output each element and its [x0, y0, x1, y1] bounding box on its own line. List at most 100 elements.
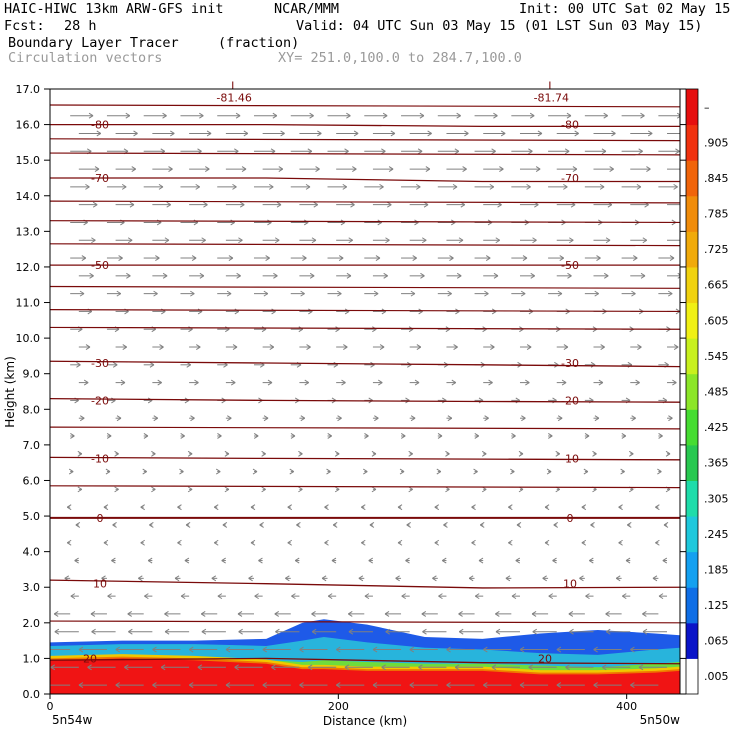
vector-arrowhead: [348, 611, 353, 617]
vector-arrowhead: [194, 379, 199, 386]
vector-arrowhead: [232, 183, 237, 190]
vector-arrowhead: [515, 557, 521, 564]
vector-arrowhead: [642, 237, 648, 244]
vector-arrowhead: [224, 486, 230, 493]
vector-arrowhead: [516, 522, 522, 528]
colorbar-segment: [686, 89, 698, 126]
contour-label: -20: [91, 394, 109, 407]
vector-arrowhead: [262, 682, 268, 689]
vector-arrowhead: [79, 415, 85, 422]
plot-frame: [49, 88, 681, 695]
vector-arrowhead: [334, 486, 340, 493]
colorbar-label: .845: [704, 172, 729, 185]
vector-arrowhead: [199, 272, 205, 279]
vector-arrowhead: [655, 539, 660, 546]
y-tick-label: 7.0: [23, 439, 41, 452]
vector-arrowhead: [275, 628, 280, 635]
vector-arrowhead: [147, 557, 153, 564]
y-tick-label: 13.0: [16, 225, 41, 238]
vector-arrowhead: [321, 575, 327, 582]
vector-arrowhead: [187, 450, 193, 457]
colorbar-label: .785: [704, 208, 729, 221]
vector-arrowhead: [593, 682, 598, 689]
contour-line: [50, 285, 680, 289]
vector-arrowhead: [471, 504, 476, 511]
vector-arrowhead: [350, 201, 355, 208]
vector-arrowhead: [479, 522, 485, 528]
contour-label: -10: [91, 452, 109, 465]
vector-arrowhead: [285, 575, 290, 582]
y-axis-label: Height (km): [3, 356, 17, 427]
colorbar-frame: [685, 88, 699, 695]
vector-arrowhead: [129, 201, 135, 208]
contour-line: [50, 426, 680, 430]
contour-line: [50, 326, 680, 330]
y-axis: 0.0 1.0 2.0 3.0 4.0 5.0 6.0 7.0 8.0 9.0 10.0 11.0 12…: [16, 83, 686, 701]
x-end-label-right: 5n50w: [640, 713, 681, 727]
vector-arrowhead: [222, 522, 228, 528]
colorbar-segment: [686, 622, 698, 659]
vector-arrowhead: [590, 522, 595, 528]
contour-line: [50, 138, 680, 142]
vector-arrowhead: [299, 682, 304, 689]
vector-arrowhead: [346, 112, 351, 119]
vector-arrowhead: [174, 575, 180, 582]
vector-arrowhead: [213, 539, 219, 546]
vector-arrowhead: [324, 504, 329, 511]
y-tick-label: 4.0: [23, 546, 41, 559]
vector-arrowhead: [253, 433, 259, 439]
vector-arrowhead: [412, 255, 417, 261]
vector-arrowhead: [243, 130, 249, 137]
vector-arrowhead: [42, 647, 46, 652]
vector-arrowhead: [342, 183, 348, 190]
vector-arrowhead: [70, 593, 76, 600]
vector-arrowhead: [458, 628, 464, 635]
contour-label: -10: [561, 452, 579, 465]
vector-arrowhead: [157, 379, 162, 386]
vector-arrowhead: [631, 415, 636, 422]
vector-arrowhead: [162, 272, 168, 279]
vector-arrowhead: [453, 344, 458, 350]
vector-arrowhead: [390, 130, 396, 137]
vector-arrowhead: [317, 130, 322, 137]
vector-arrowhead: [153, 415, 159, 422]
vector-arrowhead: [107, 593, 112, 600]
vector-arrowhead: [290, 433, 296, 439]
vector-arrowhead: [369, 522, 375, 528]
vector-arrowhead: [646, 166, 651, 172]
vector-arrowhead: [620, 468, 625, 475]
vector-arrowhead: [371, 450, 377, 457]
vector-arrowhead: [583, 468, 589, 475]
vector-arrowhead: [166, 201, 171, 208]
vector-arrowhead: [124, 664, 129, 671]
vector-arrowhead: [676, 112, 680, 119]
vector-arrowhead: [344, 664, 350, 671]
vector-arrowhead: [451, 379, 457, 386]
vector-arrowhead: [254, 593, 259, 600]
vector-arrowhead: [640, 112, 645, 119]
vector-arrowhead: [618, 504, 623, 511]
vector-arrowhead: [85, 344, 91, 350]
contour-line: [50, 309, 680, 313]
field1-name: Boundary Layer Tracer: [8, 35, 179, 51]
vector-arrowhead: [416, 183, 421, 190]
low-marker-letter: L: [548, 80, 555, 93]
vector-arrowhead: [348, 237, 353, 244]
vector-arrowhead: [271, 664, 276, 671]
vector-arrowhead: [343, 344, 348, 350]
vector-arrowhead: [91, 628, 96, 635]
vector-arrowhead: [158, 183, 164, 190]
vector-arrowhead: [315, 166, 320, 172]
vector-arrowhead: [647, 130, 653, 137]
vector-arrowhead: [557, 415, 563, 422]
vector-arrowhead: [184, 557, 190, 564]
y-tick-label: 8.0: [23, 403, 41, 416]
vector-arrowhead: [235, 112, 241, 119]
vector-arrowhead: [106, 433, 112, 439]
vector-arrowhead: [662, 557, 668, 564]
contour-label: -70: [561, 172, 579, 185]
vector-arrowhead: [127, 237, 133, 244]
model-title: HAIC-HIWC 13km ARW-GFS init: [4, 1, 224, 17]
vector-arrowhead: [162, 112, 167, 119]
